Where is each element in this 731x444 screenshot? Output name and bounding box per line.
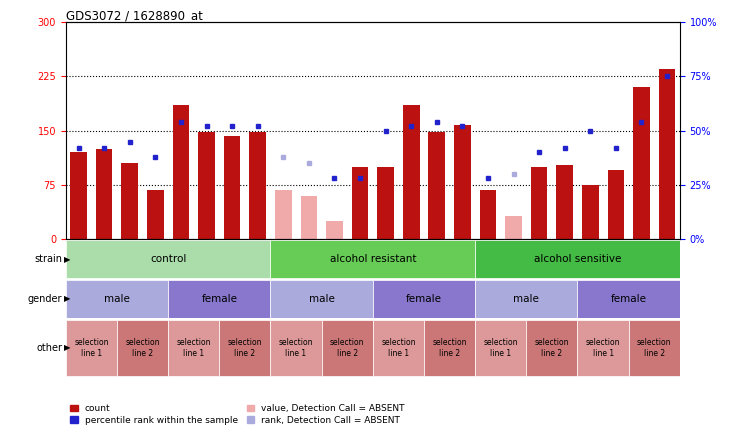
Bar [480,190,496,239]
Bar [270,280,373,317]
Bar [322,320,373,376]
Bar [270,320,322,376]
Bar [377,167,394,239]
Bar [633,87,650,239]
Bar [629,320,680,376]
Bar [403,105,420,239]
Text: alcohol sensitive: alcohol sensitive [534,254,621,264]
Text: selection
line 2: selection line 2 [534,337,569,358]
Bar [117,320,168,376]
Text: GDS3072 / 1628890_at: GDS3072 / 1628890_at [66,9,202,22]
Legend: count, percentile rank within the sample, value, Detection Call = ABSENT, rank, : count, percentile rank within the sample… [70,404,405,425]
Bar [475,280,577,317]
Text: ▶: ▶ [64,254,71,264]
Text: male: male [308,293,335,304]
Bar [526,320,577,376]
Text: selection
line 1: selection line 1 [586,337,621,358]
Bar [373,320,424,376]
Text: selection
line 1: selection line 1 [74,337,109,358]
Bar [577,280,680,317]
Bar [270,240,475,278]
Text: gender: gender [28,293,62,304]
Text: male: male [104,293,130,304]
Bar [475,320,526,376]
Bar [475,240,680,278]
Bar [428,132,445,239]
Bar [424,320,475,376]
Text: selection
line 2: selection line 2 [125,337,160,358]
Bar [659,69,675,239]
Text: control: control [150,254,186,264]
Bar [454,125,471,239]
Bar [168,280,270,317]
Text: ▶: ▶ [64,343,71,352]
Bar [66,240,270,278]
Text: selection
line 1: selection line 1 [483,337,518,358]
Bar [168,320,219,376]
Bar [70,152,87,239]
Text: selection
line 2: selection line 2 [432,337,467,358]
Text: alcohol resistant: alcohol resistant [330,254,416,264]
Bar [275,190,292,239]
Text: selection
line 1: selection line 1 [279,337,314,358]
Text: female: female [201,293,238,304]
Bar [66,320,117,376]
Bar [66,280,168,317]
Bar [326,221,343,239]
Bar [352,167,368,239]
Bar [373,280,475,317]
Text: other: other [36,343,62,353]
Bar [121,163,138,239]
Text: selection
line 2: selection line 2 [637,337,672,358]
Text: female: female [406,293,442,304]
Bar [219,320,270,376]
Bar [173,105,189,239]
Bar [607,170,624,239]
Text: selection
line 1: selection line 1 [176,337,211,358]
Bar [556,166,573,239]
Bar [300,196,317,239]
Text: selection
line 2: selection line 2 [227,337,262,358]
Bar [577,320,629,376]
Bar [505,216,522,239]
Text: ▶: ▶ [64,294,71,303]
Text: male: male [513,293,539,304]
Bar [224,136,240,239]
Text: selection
line 2: selection line 2 [330,337,365,358]
Bar [198,132,215,239]
Text: selection
line 1: selection line 1 [381,337,416,358]
Bar [531,167,548,239]
Text: strain: strain [34,254,62,264]
Bar [147,190,164,239]
Bar [96,149,113,239]
Bar [249,132,266,239]
Bar [582,185,599,239]
Text: female: female [610,293,647,304]
